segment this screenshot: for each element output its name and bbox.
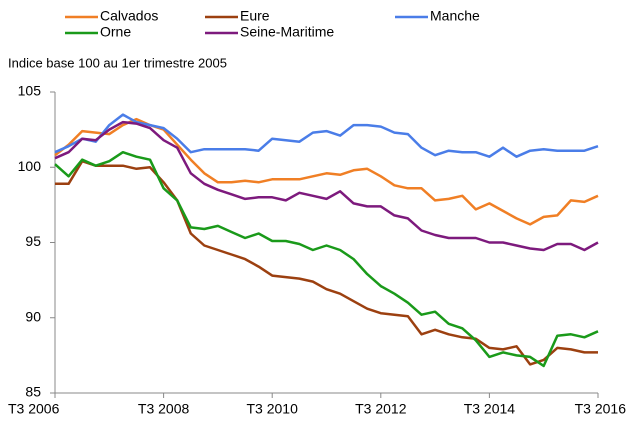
y-tick-label: 90 — [25, 308, 41, 324]
x-tick-label: T3 2006 — [8, 401, 60, 417]
legend-label: Manche — [430, 8, 480, 24]
legend-label: Calvados — [100, 8, 158, 24]
y-tick-label: 100 — [18, 158, 42, 174]
x-tick-label: T3 2008 — [138, 401, 190, 417]
y-tick-label: 95 — [25, 233, 41, 249]
y-tick-label: 105 — [18, 83, 42, 99]
y-tick-label: 85 — [25, 384, 41, 400]
legend-label: Eure — [240, 8, 270, 24]
series-line — [54, 113, 599, 158]
x-tick-label: T3 2014 — [464, 401, 516, 417]
series-line — [54, 117, 599, 226]
x-tick-label: T3 2010 — [247, 401, 299, 417]
x-tick-label: T3 2012 — [355, 401, 407, 417]
x-tick-label: T3 2016 — [575, 401, 627, 417]
legend-label: Seine-Maritime — [240, 24, 334, 40]
chart-subtitle: Indice base 100 au 1er trimestre 2005 — [8, 55, 227, 70]
legend-label: Orne — [100, 24, 131, 40]
series-line — [54, 150, 599, 368]
series-line — [54, 120, 599, 252]
series-line — [55, 159, 598, 366]
